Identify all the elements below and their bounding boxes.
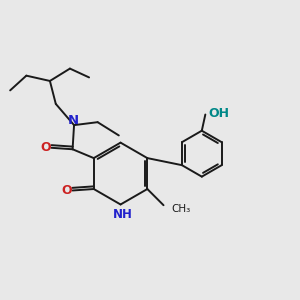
Text: CH₃: CH₃ (172, 204, 191, 214)
Text: NH: NH (113, 208, 133, 221)
Text: O: O (40, 141, 51, 154)
Text: O: O (61, 184, 72, 197)
Text: OH: OH (208, 106, 229, 119)
Text: N: N (68, 114, 79, 127)
